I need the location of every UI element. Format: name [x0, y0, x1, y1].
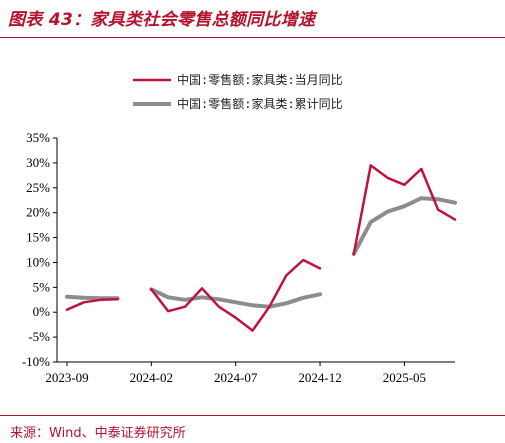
series-line-monthly-yoy — [65, 164, 457, 332]
source-note: 来源：Wind、中泰证券研究所 — [10, 426, 186, 441]
y-tick-label: 10% — [26, 254, 50, 269]
y-tick-label: -10% — [22, 354, 50, 369]
figure-title: 图表 43：家具类社会零售总额同比增速 — [8, 10, 316, 30]
x-tick-label: 2023-09 — [45, 370, 88, 385]
y-tick-label: 5% — [33, 279, 51, 294]
x-tick-label: 2024-12 — [298, 370, 341, 385]
title-divider — [0, 37, 505, 38]
y-tick-label: 0% — [33, 304, 51, 319]
chart-axes: 35% 30% 25% 20% 15% 10% 5% 0% -5% -10%2023-09 2024… — [22, 130, 455, 385]
y-tick-label: 25% — [26, 180, 50, 195]
x-tick-label: 2024-02 — [130, 370, 173, 385]
y-tick-label: 30% — [26, 155, 50, 170]
legend-label-cumulative-yoy: 中国:零售额:家具类:累计同比 — [177, 96, 343, 111]
x-tick-label: 2025-05 — [383, 370, 426, 385]
y-tick-label: -5% — [28, 329, 50, 344]
y-tick-label: 15% — [26, 230, 50, 245]
y-tick-label: 35% — [26, 130, 50, 145]
series-line-cumulative-yoy — [65, 196, 457, 309]
x-tick-label: 2024-07 — [214, 370, 258, 385]
y-tick-label: 20% — [26, 205, 50, 220]
legend-label-monthly-yoy: 中国:零售额:家具类:当月同比 — [177, 72, 343, 87]
source-divider — [0, 415, 505, 416]
chart-series — [65, 164, 457, 332]
